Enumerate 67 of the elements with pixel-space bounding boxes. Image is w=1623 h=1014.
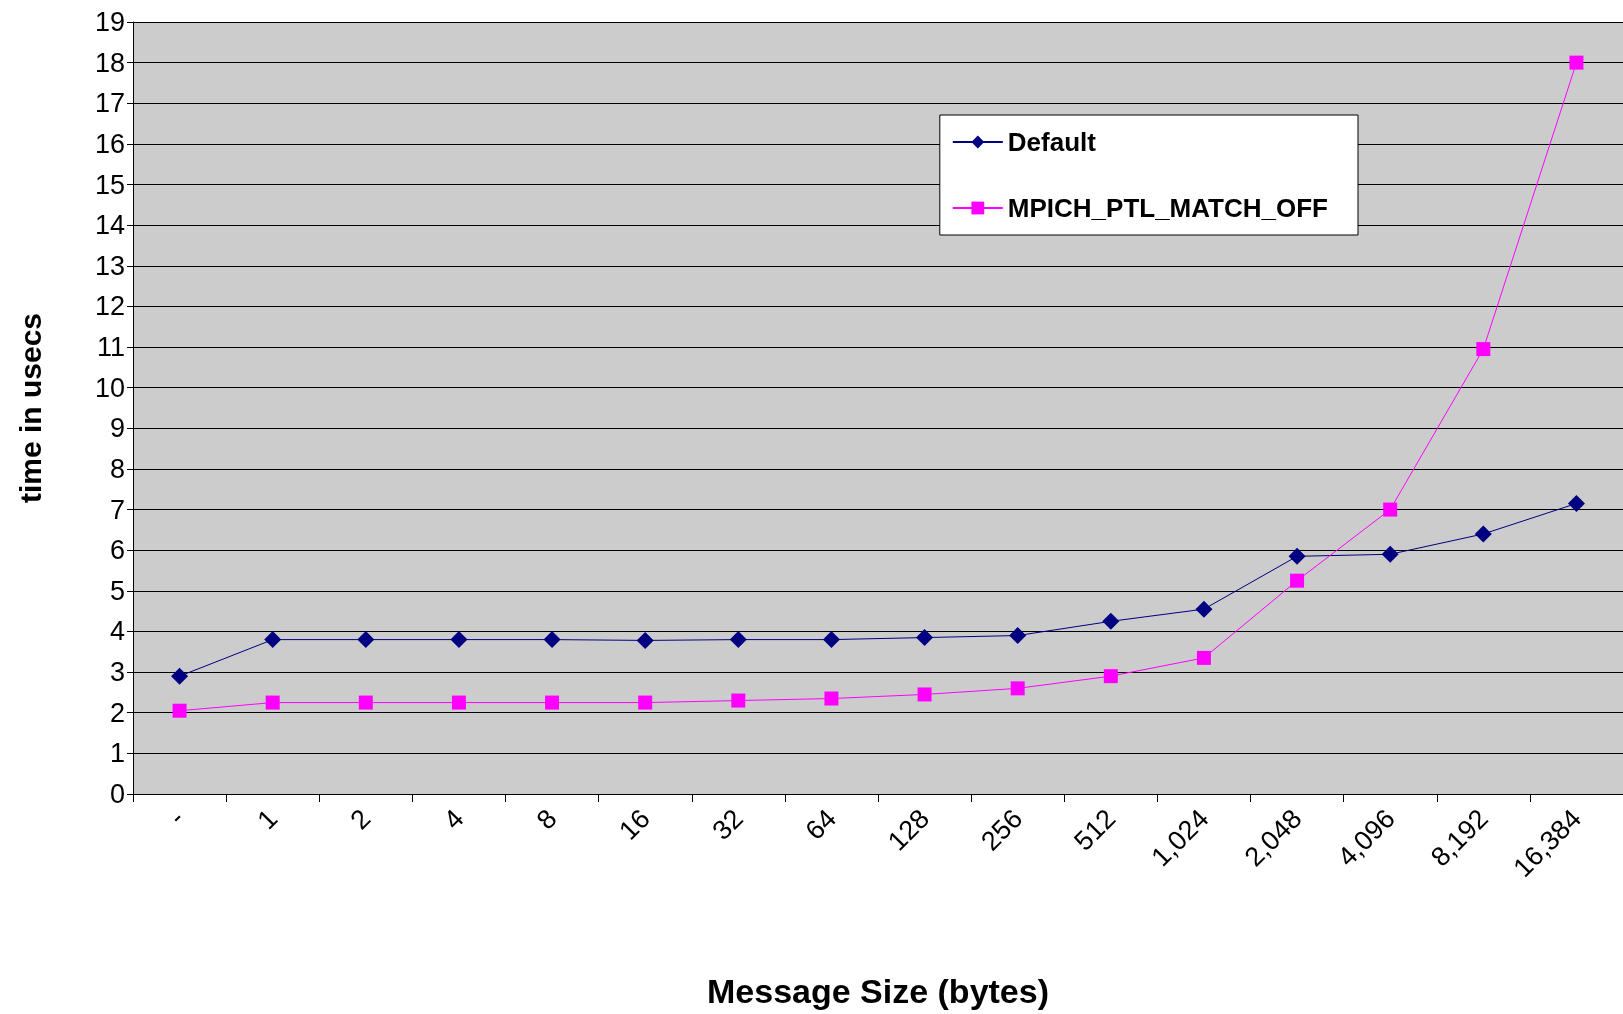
x-tick-label: 256 [975, 803, 1029, 857]
y-tick-label: 9 [109, 413, 125, 444]
point [1196, 650, 1211, 665]
point [172, 703, 187, 718]
y-tick-label: 19 [94, 7, 125, 37]
x-tick-label: 64 [799, 803, 843, 846]
y-tick-label: 15 [94, 169, 125, 200]
point [450, 631, 468, 649]
point [824, 691, 839, 706]
legend-label: Default [1007, 127, 1097, 157]
y-tick-label: 7 [109, 494, 125, 525]
point [265, 695, 280, 710]
point [1567, 494, 1585, 512]
point [358, 695, 373, 710]
point [729, 631, 747, 649]
y-tick-label: 2 [109, 697, 125, 728]
legend-label: MPICH_PTL_MATCH_OFF [1007, 193, 1329, 223]
point [917, 687, 932, 702]
y-tick-label: 5 [109, 575, 125, 606]
y-tick-label: 13 [94, 250, 125, 281]
y-tick-label: 16 [94, 128, 125, 159]
point [1195, 600, 1213, 618]
point [731, 693, 746, 708]
y-tick-label: 17 [94, 88, 125, 119]
x-tick-label: 8 [530, 803, 563, 836]
point [1290, 573, 1305, 588]
y-tick-label: 10 [94, 372, 125, 403]
point [1476, 342, 1491, 357]
point [916, 629, 934, 647]
y-tick-label: 0 [109, 779, 125, 809]
point [1010, 681, 1025, 696]
point [636, 631, 654, 649]
y-tick-label: 4 [109, 616, 125, 647]
x-tick-label: 16 [613, 803, 656, 846]
x-tick-label: 32 [706, 803, 749, 846]
point [1009, 627, 1027, 645]
y-axis-title: time in usecs [13, 312, 47, 504]
point [822, 631, 840, 649]
x-tick-label: 128 [882, 803, 936, 857]
point [1381, 545, 1399, 563]
point [451, 695, 466, 710]
point [264, 631, 282, 649]
y-tick-label: 1 [109, 738, 125, 769]
y-tick-label: 12 [94, 291, 125, 322]
y-tick-label: 3 [109, 657, 125, 688]
x-tick-label: 4 [437, 803, 470, 836]
x-tick-label: - [162, 803, 191, 831]
point [171, 667, 189, 685]
y-tick-label: 8 [109, 453, 125, 484]
y-tick-label: 6 [109, 535, 125, 566]
y-tick-label: 11 [96, 332, 125, 363]
x-tick-label: 1 [251, 803, 284, 836]
point [1474, 525, 1492, 543]
point [638, 695, 653, 710]
point [1569, 55, 1584, 70]
x-tick-label: 512 [1068, 803, 1122, 857]
point [357, 631, 375, 649]
x-tick-label: 2 [344, 803, 377, 836]
point [543, 631, 561, 649]
point [1102, 612, 1120, 630]
point [545, 695, 560, 710]
y-tick-label: 14 [94, 210, 125, 241]
x-axis-title: Message Size (bytes) [706, 972, 1050, 1010]
y-tick-label: 18 [94, 47, 125, 78]
point [1288, 547, 1306, 565]
point [1383, 502, 1398, 517]
point [1103, 669, 1118, 684]
